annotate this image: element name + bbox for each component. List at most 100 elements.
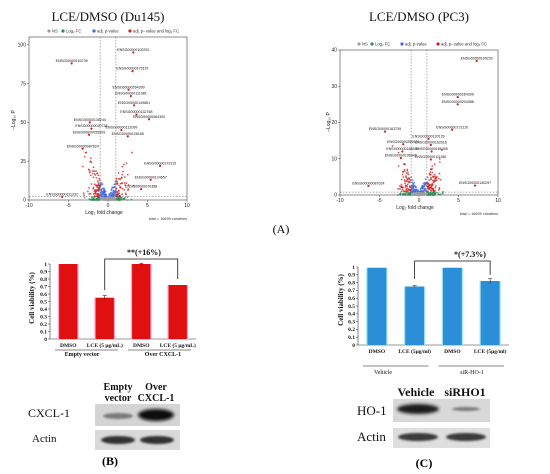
volcano-point xyxy=(429,173,432,176)
bar-chart-ho1: Cell viability (%) 0 0.1 0.2 0.30.4 0.5 0.6 0.… xyxy=(337,250,509,376)
volcano-point xyxy=(405,172,408,175)
labeled-gene-point xyxy=(81,147,84,150)
volcano-point xyxy=(96,196,99,199)
volcano-point xyxy=(404,186,407,188)
volcano-point xyxy=(103,197,106,200)
volcano-point xyxy=(404,180,406,183)
volcano-point xyxy=(409,194,412,196)
volcano-point xyxy=(402,176,405,178)
volcano-point xyxy=(408,178,411,180)
volcano-point xyxy=(407,173,410,176)
volcano-point xyxy=(95,190,97,193)
volcano-point xyxy=(121,165,124,168)
x-tick-label: 0 xyxy=(107,203,110,209)
category-label: LCE (5μg/ml) xyxy=(398,348,431,355)
volcano-point xyxy=(88,168,90,171)
plot-frame xyxy=(339,49,499,196)
bar-c-group-2: siR-HO-1 xyxy=(460,370,484,376)
blot-b-band-actin-over xyxy=(140,436,174,444)
bar-b-group-1: Empty vector xyxy=(65,352,100,358)
volcano-point xyxy=(92,166,95,169)
volcano-point xyxy=(93,183,96,186)
volcano-point xyxy=(95,170,97,173)
volcano-pc3-xlabel: Log₂ fold change xyxy=(396,205,434,211)
labeled-gene-point xyxy=(401,150,404,153)
x-tick-label: -5 xyxy=(377,198,382,204)
y-tick-label: 1 xyxy=(352,265,355,271)
volcano-point xyxy=(111,195,114,198)
plot-frame xyxy=(28,36,188,201)
volcano-point xyxy=(433,194,436,196)
gene-label: ENSG00000120129 xyxy=(412,134,444,138)
gene-label: ENSG00000087624 xyxy=(352,181,384,185)
gene-label: ENSG00000140297 xyxy=(459,181,491,185)
volcano-point xyxy=(397,194,399,196)
bar-chart-cxcl1: Cell viability (%) 0 0.10.2 0.30.4 0.50.6 0.… xyxy=(28,248,196,358)
y-tick-label: 0.2 xyxy=(348,327,355,333)
volcano-point xyxy=(126,196,129,198)
volcano-point xyxy=(119,182,122,185)
y-tick-label: 0.6 xyxy=(40,292,47,298)
volcano-point xyxy=(132,184,135,187)
volcano-point xyxy=(403,178,406,181)
volcano-point xyxy=(404,170,406,173)
volcano-point xyxy=(124,184,127,187)
volcano-point xyxy=(112,192,114,195)
volcano-point xyxy=(398,185,401,187)
volcano-point xyxy=(421,186,423,189)
volcano-points xyxy=(391,145,444,196)
volcano-point xyxy=(422,192,425,195)
x-tick-label: 10 xyxy=(184,203,190,209)
volcano-point xyxy=(426,181,429,184)
volcano-du145-title: LCE/DMSO (Du145) xyxy=(51,9,164,24)
volcano-point xyxy=(113,191,116,194)
volcano-point xyxy=(126,173,129,176)
volcano-point xyxy=(428,193,431,196)
y-tick-label: 1 xyxy=(44,262,47,268)
volcano-point xyxy=(423,185,426,188)
volcano-point xyxy=(428,186,431,189)
y-tick-label: 0.4 xyxy=(40,307,47,313)
blot-c-band-ho1-vehicle xyxy=(397,404,439,414)
gene-label: ENSG00000111981 xyxy=(415,155,447,159)
volcano-point xyxy=(93,195,96,197)
category-label: DMSO xyxy=(444,349,461,355)
volcano-point xyxy=(95,198,98,201)
bar xyxy=(405,286,425,345)
volcano-point xyxy=(126,199,129,201)
volcano-point xyxy=(417,194,420,196)
volcano-point xyxy=(117,198,120,201)
volcano-point xyxy=(123,176,126,178)
y-tick-label: 40 xyxy=(331,48,337,54)
volcano-point xyxy=(430,192,433,194)
volcano-point xyxy=(426,194,429,196)
volcano-point xyxy=(121,173,124,176)
volcano-point xyxy=(99,193,101,196)
y-tick-label: 30 xyxy=(331,84,337,90)
volcano-point xyxy=(405,188,408,191)
volcano-point xyxy=(431,182,434,185)
y-tick-label: 0 xyxy=(352,343,355,349)
volcano-point xyxy=(101,183,104,186)
legend-label-p: adj. p-value xyxy=(97,29,119,34)
volcano-point xyxy=(112,196,115,199)
volcano-point xyxy=(93,173,96,175)
volcano-point xyxy=(119,178,121,180)
labeled-gene-point xyxy=(383,130,387,133)
volcano-point xyxy=(416,189,419,192)
volcano-point xyxy=(122,197,125,200)
volcano-point xyxy=(85,151,88,154)
volcano-point xyxy=(110,198,113,201)
gene-label: ENSG00000175197 xyxy=(116,67,148,71)
volcano-point xyxy=(434,185,437,187)
volcano-point xyxy=(98,188,101,191)
volcano-point xyxy=(429,178,432,181)
x-tick-label: 5 xyxy=(146,203,149,209)
volcano-point xyxy=(123,197,126,200)
volcano-point xyxy=(412,186,415,189)
volcano-pc3-title: LCE/DMSO (PC3) xyxy=(369,9,469,24)
y-tick-label: 10 xyxy=(331,156,337,162)
gene-label: ENSG00000149861 xyxy=(118,101,150,105)
volcano-point xyxy=(90,174,92,177)
